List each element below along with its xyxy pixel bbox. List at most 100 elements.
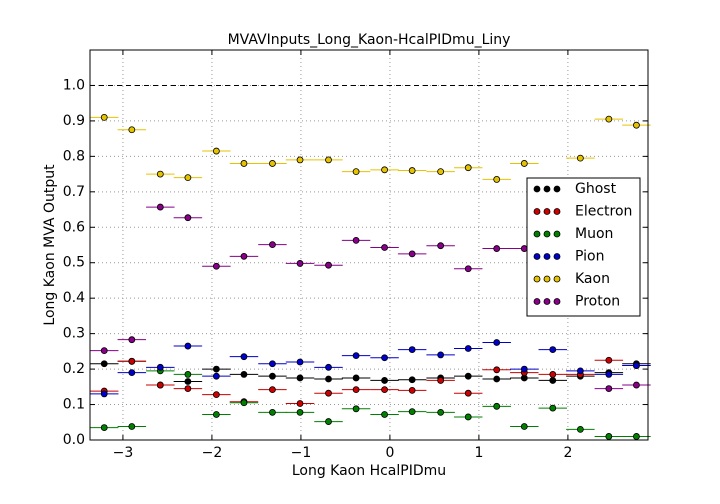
y-tick-label: 0.3 (63, 326, 85, 342)
point (212, 365, 220, 373)
point (549, 404, 557, 412)
point (184, 371, 192, 378)
point (381, 166, 388, 174)
point (100, 424, 108, 431)
point (184, 174, 192, 182)
point (633, 433, 640, 440)
point (464, 413, 472, 421)
x-tick-label: −3 (113, 445, 134, 461)
y-tick-label: 0.1 (63, 397, 85, 413)
x-axis-label: Long Kaon HcalPIDmu (292, 463, 446, 479)
legend-marker (543, 253, 551, 260)
legend-label: Proton (575, 294, 620, 310)
point (437, 242, 445, 250)
legend-marker (553, 230, 561, 238)
point (576, 425, 584, 433)
point (493, 375, 501, 383)
point (128, 336, 136, 344)
legend-marker (533, 253, 541, 260)
point (381, 377, 388, 384)
legend-marker (553, 208, 561, 215)
point (240, 252, 248, 260)
point (156, 363, 164, 371)
legend-marker (553, 185, 561, 193)
y-tick-label: 0.7 (63, 184, 85, 200)
point (464, 265, 472, 273)
point (381, 244, 388, 251)
point (381, 354, 388, 362)
point (576, 367, 584, 375)
x-tick-label: 0 (385, 445, 394, 461)
point (156, 170, 164, 178)
point (633, 362, 640, 369)
legend-marker (543, 185, 551, 193)
legend-label: Ghost (575, 181, 617, 197)
point (184, 342, 192, 350)
point (493, 366, 501, 374)
point (633, 121, 640, 129)
point (325, 261, 332, 269)
point (156, 381, 164, 389)
point (212, 411, 220, 418)
point (212, 262, 220, 270)
legend-marker (533, 208, 541, 215)
point (549, 377, 557, 384)
point (296, 156, 304, 164)
legend-marker (533, 185, 541, 193)
x-tick-label: −2 (202, 445, 223, 461)
point (100, 360, 108, 368)
point (493, 176, 501, 183)
chart-title: MVAVInputs_Long_Kaon-HcalPIDmu_Liny (228, 32, 511, 48)
point (128, 369, 136, 377)
legend-marker (533, 230, 541, 238)
y-tick-label: 0.0 (63, 432, 85, 448)
y-tick-label: 0.2 (63, 361, 85, 377)
point (325, 363, 332, 371)
y-tick-label: 0.6 (63, 219, 85, 235)
point (100, 390, 108, 398)
point (184, 385, 192, 392)
point (240, 399, 248, 407)
legend-label: Pion (575, 249, 604, 265)
y-tick-label: 1.0 (63, 77, 85, 93)
point (269, 160, 276, 167)
point (296, 400, 304, 407)
point (437, 408, 445, 416)
point (184, 378, 192, 385)
point (240, 353, 248, 361)
x-tick-label: 1 (474, 445, 483, 461)
point (437, 351, 445, 359)
point (464, 164, 472, 172)
point (520, 423, 528, 430)
point (269, 360, 276, 368)
point (520, 365, 528, 373)
x-tick-label: 2 (563, 445, 572, 461)
point (212, 147, 220, 155)
point (325, 375, 332, 383)
point (493, 402, 501, 410)
point (381, 411, 388, 418)
point (408, 408, 416, 416)
point (408, 167, 416, 174)
legend-box (526, 177, 641, 317)
point (325, 418, 332, 425)
point (464, 345, 472, 352)
point (212, 372, 220, 380)
point (184, 214, 192, 222)
point (156, 203, 164, 211)
point (296, 408, 304, 416)
point (212, 391, 220, 399)
point (128, 357, 136, 365)
legend-marker (543, 230, 551, 238)
point (296, 260, 304, 267)
point (269, 372, 276, 380)
x-tick-label: −1 (291, 445, 312, 461)
point (605, 385, 613, 392)
legend-marker (543, 208, 551, 215)
point (381, 386, 388, 394)
point (352, 168, 360, 176)
point (520, 245, 528, 252)
point (549, 346, 557, 353)
legend-label: Kaon (575, 271, 610, 287)
